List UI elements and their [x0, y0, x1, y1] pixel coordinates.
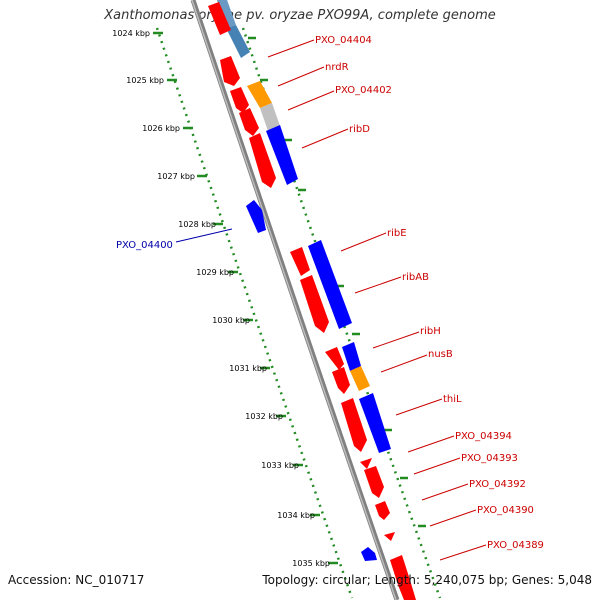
- gene-feature[interactable]: [384, 532, 395, 541]
- label-connector: [354, 276, 402, 294]
- rna-feature[interactable]: [247, 81, 272, 108]
- gene-label[interactable]: ribD: [349, 124, 370, 135]
- gene-feature[interactable]: [325, 347, 344, 370]
- gene-feature[interactable]: [226, 25, 250, 58]
- label-connector: [380, 354, 428, 373]
- scale-label: 1030 kbp: [212, 316, 250, 325]
- scale-label: 1024 kbp: [112, 29, 150, 38]
- gene-feature[interactable]: [230, 87, 249, 113]
- gene-label[interactable]: ribH: [420, 326, 441, 337]
- scale-ticks: [153, 31, 338, 565]
- gene-label[interactable]: PXO_04392: [469, 479, 526, 490]
- accession-text: Accession: NC_010717: [8, 573, 145, 587]
- gene-feature[interactable]: [246, 200, 266, 233]
- gene-label[interactable]: PXO_04390: [477, 505, 534, 516]
- outer-feature-track: [217, 0, 416, 600]
- scale-label: 1031 kbp: [229, 364, 267, 373]
- label-connector: [421, 483, 469, 501]
- label-connector: [429, 509, 477, 527]
- scale-label: 1027 kbp: [157, 172, 195, 181]
- topology-text: Topology: circular; Length: 5,240,075 bp…: [262, 573, 592, 587]
- label-connector: [267, 39, 315, 58]
- genome-backbone: [190, 0, 400, 600]
- genome-backbone-highlight: [191, 0, 397, 600]
- gene-label[interactable]: PXO_04393: [461, 453, 518, 464]
- gene-feature[interactable]: [341, 398, 367, 452]
- scale-label: 1025 kbp: [126, 76, 164, 85]
- gene-feature[interactable]: [359, 393, 391, 453]
- rna-feature[interactable]: [350, 366, 370, 391]
- gene-label[interactable]: PXO_04400: [116, 240, 173, 251]
- label-connector: [175, 228, 233, 243]
- label-connector: [287, 90, 335, 111]
- gene-label[interactable]: nusB: [428, 349, 453, 360]
- map-title: Xanthomonas oryzae pv. oryzae PXO99A, co…: [104, 8, 496, 23]
- gene-feature[interactable]: [375, 501, 390, 520]
- label-connector: [395, 398, 443, 416]
- gene-label[interactable]: PXO_04394: [455, 431, 512, 442]
- gene-feature[interactable]: [332, 367, 350, 394]
- gene-feature[interactable]: [398, 580, 416, 600]
- scale-label: 1033 kbp: [261, 461, 299, 470]
- gene-label[interactable]: ribAB: [402, 272, 429, 283]
- gene-feature[interactable]: [220, 56, 240, 86]
- scale-label: 1035 kbp: [292, 559, 330, 568]
- gene-label[interactable]: nrdR: [325, 62, 349, 73]
- label-connector: [407, 435, 455, 453]
- gene-label[interactable]: ribE: [387, 228, 407, 239]
- gene-feature[interactable]: [249, 133, 276, 188]
- gene-feature[interactable]: [364, 466, 384, 498]
- scale-label: 1034 kbp: [277, 511, 315, 520]
- label-connector: [413, 457, 461, 475]
- scale-label: 1026 kbp: [142, 124, 180, 133]
- scale-label: 1028 kbp: [178, 220, 216, 229]
- inner-ruler-track: [155, 27, 354, 599]
- label-connector: [301, 128, 349, 149]
- scale-label: 1029 kbp: [196, 268, 234, 277]
- gene-label[interactable]: PXO_04402: [335, 85, 392, 96]
- gene-feature[interactable]: [308, 240, 352, 329]
- scale-label: 1032 kbp: [245, 412, 283, 421]
- label-connector: [277, 66, 325, 87]
- gene-feature[interactable]: [390, 555, 410, 585]
- gene-feature[interactable]: [217, 0, 236, 28]
- gene-label[interactable]: PXO_04404: [315, 35, 372, 46]
- gene-feature[interactable]: [360, 458, 372, 469]
- label-connector: [372, 331, 420, 349]
- gene-feature[interactable]: [266, 125, 298, 185]
- inner-feature-track: [208, 2, 395, 561]
- gene-feature[interactable]: [290, 247, 310, 276]
- gene-label[interactable]: thiL: [443, 394, 462, 405]
- gene-feature[interactable]: [361, 547, 377, 561]
- gene-label[interactable]: PXO_04389: [487, 540, 544, 551]
- gene-feature[interactable]: [239, 108, 259, 136]
- gene-feature[interactable]: [342, 342, 361, 371]
- gene-feature[interactable]: [208, 2, 231, 35]
- gene-feature[interactable]: [260, 103, 280, 131]
- label-connector: [439, 544, 487, 561]
- gene-feature[interactable]: [300, 275, 329, 333]
- label-connector: [340, 232, 387, 252]
